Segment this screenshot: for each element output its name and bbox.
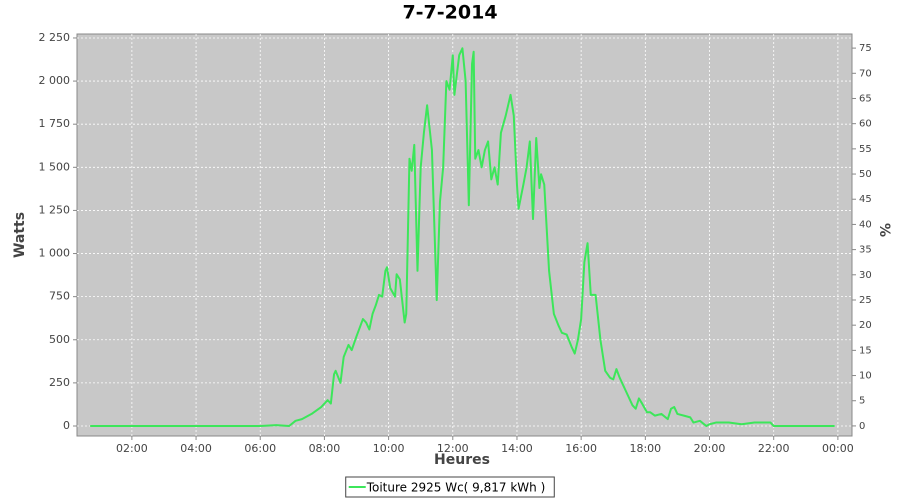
x-tick-label: 14:00 [501,442,533,455]
y2-tick-label: 60 [859,119,872,130]
y2-tick-label: 5 [859,396,865,407]
y2-tick-label: 15 [859,345,872,356]
y2-tick-label: 0 [859,421,865,432]
y2-tick-label: 45 [859,194,872,205]
y2-tick-label: 35 [859,245,872,256]
plot-area [76,33,853,437]
legend-label: Toiture 2925 Wc( 9,817 kWh ) [366,481,546,495]
y-axis-title: Watts [12,212,28,258]
x-tick-label: 18:00 [629,442,661,455]
y2-tick-label: 55 [859,144,872,155]
x-tick-label: 02:00 [116,442,148,455]
y-tick-label: 2 250 [39,31,71,44]
x-tick-label: 08:00 [309,442,341,455]
x-tick-label: 20:00 [694,442,726,455]
y2-tick-label: 20 [859,320,872,331]
legend-box [345,476,555,498]
y2-tick-label: 65 [859,93,872,104]
y-tick-label: 1 000 [39,247,71,260]
y-tick-label: 0 [63,419,70,432]
series-line [90,47,835,427]
y-tick-label: 1 250 [39,203,71,216]
y-tick-label: 1 500 [39,160,71,173]
x-tick-label: 12:00 [437,442,469,455]
y-tick-label: 2 000 [39,74,71,87]
x-tick-label: 00:00 [822,442,854,455]
x-tick-label: 04:00 [180,442,212,455]
x-tick-label: 16:00 [565,442,597,455]
y2-tick-label: 30 [859,270,872,281]
y2-tick-label: 50 [859,169,872,180]
x-axis-title: Heures [434,452,490,468]
chart-title: 7-7-2014 [402,2,497,24]
y-tick-label: 1 750 [39,117,71,130]
y2-tick-label: 25 [859,295,872,306]
y-tick-label: 250 [49,376,70,389]
y2-tick-label: 40 [859,219,872,230]
x-tick-label: 10:00 [373,442,405,455]
x-tick-label: 22:00 [758,442,790,455]
y2-axis-title: % [876,223,892,237]
legend: Toiture 2925 Wc( 9,817 kWh ) [345,476,555,498]
y-tick-label: 750 [49,290,70,303]
y-tick-label: 500 [49,333,70,346]
y2-tick-label: 75 [859,43,872,54]
x-tick-label: 06:00 [244,442,276,455]
y2-tick-label: 10 [859,371,872,382]
y2-tick-label: 70 [859,68,872,79]
